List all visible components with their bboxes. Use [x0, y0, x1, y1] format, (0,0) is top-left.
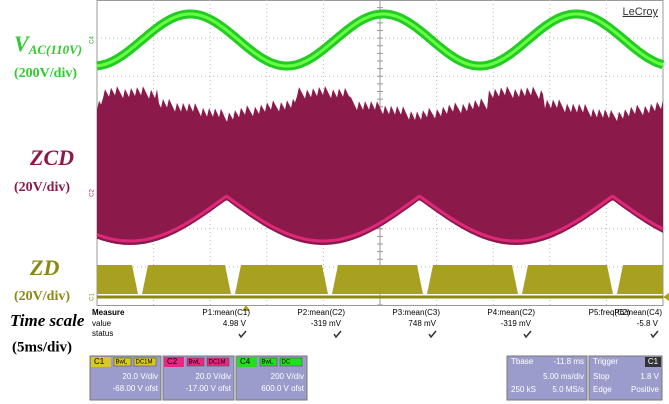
- channel-setting: -17.00 V ofst: [186, 384, 232, 393]
- measure-row-label: status: [92, 329, 113, 338]
- measure-value: -5.8 V: [637, 319, 659, 328]
- trigger-setting: 1.8 V: [640, 372, 659, 381]
- channel-tag: BwL: [189, 360, 201, 366]
- annotation-scale: (200V/div): [14, 66, 77, 81]
- measure-name: P4:mean(C2): [487, 308, 535, 317]
- channel-name: C1: [94, 357, 105, 366]
- scope-screen: LeCroyC4C2C1VAC(110V)(200V/div)ZCD(20V/d…: [0, 0, 669, 404]
- annotation-text: ZCD: [29, 145, 74, 170]
- annotation-subscript: AC(110V): [28, 42, 82, 57]
- timebase-setting: 250 kS: [511, 385, 536, 394]
- time-scale-label: Time scale: [10, 311, 85, 330]
- measure-value: -319 mV: [311, 319, 342, 328]
- annotation-label: ZD: [29, 255, 59, 280]
- channel-marker: C4: [90, 36, 96, 44]
- channel-marker: C2: [90, 189, 96, 197]
- timebase-value: -11.8 ms: [553, 357, 584, 366]
- channel-name: C2: [167, 357, 178, 366]
- trigger-name: Trigger: [593, 357, 618, 366]
- trigger-setting: Stop: [593, 372, 610, 381]
- annotation-label: ZCD: [29, 145, 74, 170]
- time-scale-value: (5ms/div): [12, 339, 72, 355]
- channel-tag: DC: [282, 360, 291, 366]
- brand: LeCroy: [623, 6, 659, 18]
- channel-setting: 20.0 V/div: [122, 372, 158, 381]
- channel-tag: BwL: [116, 360, 128, 366]
- timebase-setting: 5.00 ms/div: [543, 372, 584, 381]
- channel-setting: 600.0 V ofst: [261, 384, 304, 393]
- trigger-setting: Edge: [593, 385, 612, 394]
- annotation-scale: (20V/div): [14, 289, 70, 304]
- c1-band: [97, 265, 663, 294]
- measure-value: -319 mV: [501, 319, 532, 328]
- measure-name: P1:mean(C1): [202, 308, 250, 317]
- measure-name: P3:mean(C3): [392, 308, 440, 317]
- measure-row-label: value: [92, 319, 112, 328]
- measure-value: 748 mV: [408, 319, 436, 328]
- measure-title: Measure: [92, 308, 125, 317]
- annotation-text: ZD: [29, 255, 59, 280]
- timebase-name: Tbase: [511, 357, 534, 366]
- channel-tag: BwL: [262, 360, 274, 366]
- channel-setting: 200 V/div: [271, 372, 304, 381]
- annotation-scale: (20V/div): [14, 180, 70, 195]
- channel-setting: 20.0 V/div: [195, 372, 231, 381]
- timebase-setting: 5.0 MS/s: [552, 385, 584, 394]
- channel-name: C4: [240, 357, 251, 366]
- trigger-channel: C1: [648, 357, 659, 366]
- channel-marker: C1: [90, 293, 96, 301]
- channel-tag: DC1M: [136, 360, 153, 366]
- channel-tag: DC1M: [209, 360, 226, 366]
- measure-name: P6:mean(C4): [614, 308, 662, 317]
- channel-setting: -68.00 V ofst: [113, 384, 159, 393]
- measure-value: 4.98 V: [223, 319, 247, 328]
- measure-name: P2:mean(C2): [297, 308, 345, 317]
- trigger-setting: Positive: [631, 385, 660, 394]
